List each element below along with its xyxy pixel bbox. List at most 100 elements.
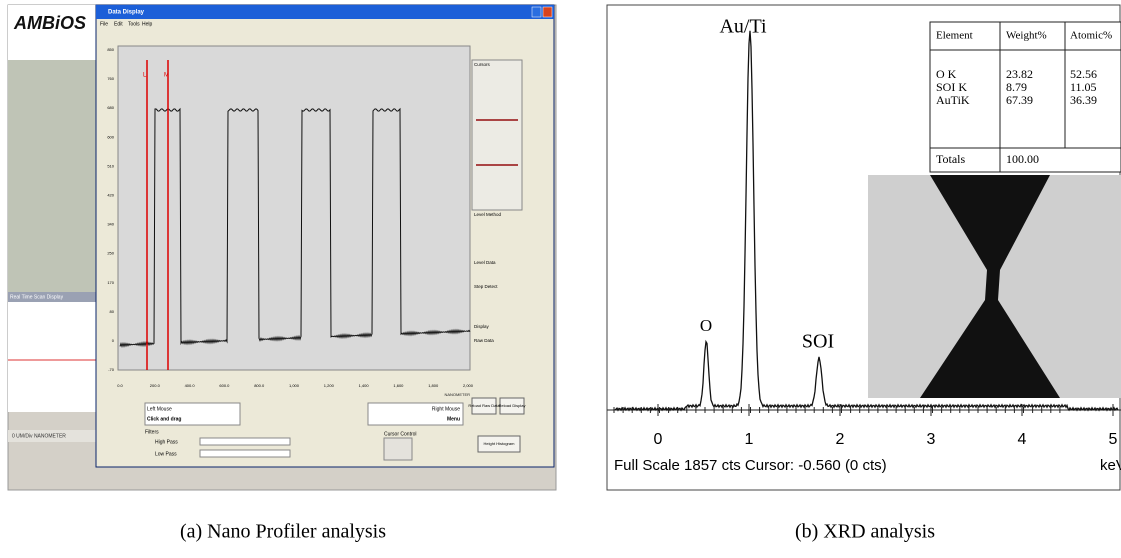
y-tick-label: 0 xyxy=(112,338,115,343)
button-label: Height Histogram xyxy=(484,441,516,446)
menu-bar: File Edit Tools Help xyxy=(100,21,153,27)
table-cell: O K xyxy=(936,67,957,81)
high-pass: High Pass xyxy=(155,439,178,445)
title-bar xyxy=(96,5,554,19)
low-pass: Low Pass xyxy=(155,451,177,457)
button-label: Reload Raw Data xyxy=(468,403,500,408)
table-total: Totals xyxy=(936,152,965,166)
x-tick-label: 1,800 xyxy=(428,383,439,388)
mouse-left: Left Mouse xyxy=(147,406,172,412)
menu-item: Edit xyxy=(114,21,123,27)
right-mouse-box xyxy=(367,402,464,426)
cursor-label: M xyxy=(164,73,169,79)
plot-area xyxy=(117,45,471,371)
logo-box xyxy=(8,5,96,60)
x-tick-label: 800.0 xyxy=(254,383,265,388)
sidebar-label: Cursors xyxy=(474,62,491,67)
cursor-label: L xyxy=(143,73,147,79)
sidebar-label: Level Data xyxy=(474,260,496,265)
x-tick-label: 1,200 xyxy=(324,383,335,388)
x-tick-label: 1,400 xyxy=(359,383,370,388)
menu-item: File xyxy=(100,21,108,27)
micrograph-dark xyxy=(920,175,1060,398)
x-tick-label: 200.0 xyxy=(150,383,161,388)
x-tick-label: 3 xyxy=(927,431,936,448)
cursor-control: Cursor Control xyxy=(384,431,417,437)
cursor-panel xyxy=(471,59,523,211)
sidebar-label: Display xyxy=(474,324,490,329)
x-tick-label: 600.0 xyxy=(219,383,230,388)
mouse-left-action: Click and drag xyxy=(147,416,181,422)
button[interactable] xyxy=(499,397,525,415)
units: NANOMETER xyxy=(444,392,470,397)
filters: Filters xyxy=(145,429,159,435)
x-tick-label: 400.0 xyxy=(185,383,196,388)
x-ticks: 0 1 2 3 4 5 xyxy=(613,404,1118,448)
result-table xyxy=(929,21,1121,173)
y-tick-label: 420 xyxy=(107,193,114,198)
table-total: 100.00 xyxy=(1006,152,1039,166)
sidebar-label: Level Method xyxy=(474,212,502,217)
table-cell: 36.39 xyxy=(1070,93,1097,107)
y-tick-label: 80 xyxy=(110,309,115,314)
button[interactable] xyxy=(471,397,497,415)
slider[interactable] xyxy=(199,449,291,458)
mouse-right-action: Menu xyxy=(447,416,460,422)
y-tick-label: 680 xyxy=(107,105,114,110)
y-tick-label: 600 xyxy=(107,134,114,139)
table-header: Weight% xyxy=(1006,30,1047,42)
y-tick-label: 510 xyxy=(107,163,114,168)
caption: (a) Nano Profiler analysis xyxy=(180,521,386,543)
label-bar xyxy=(8,292,96,302)
slider[interactable] xyxy=(199,437,291,446)
left-mouse-box xyxy=(144,402,241,426)
x-tick-label: 5 xyxy=(1109,431,1118,448)
button-label: Reload Display xyxy=(499,403,526,408)
x-tick-label: 2 xyxy=(836,431,845,448)
x-tick-label: 2,000 xyxy=(463,383,474,388)
mouse-right: Right Mouse xyxy=(432,406,460,412)
x-tick-label: 0 xyxy=(654,431,663,448)
x-tick-label: 0.0 xyxy=(117,383,123,388)
left-label: Real Time Scan Display xyxy=(10,294,64,300)
table-cell: AuTiK xyxy=(936,93,970,107)
y-tick-label: 170 xyxy=(107,280,114,285)
y-tick-label: 850 xyxy=(107,47,114,52)
table-cell: 52.56 xyxy=(1070,67,1097,81)
y-tick-label: 760 xyxy=(107,76,114,81)
table-cell: SOI K xyxy=(936,80,967,94)
table-cell: 67.39 xyxy=(1006,93,1033,107)
menu-item: Tools xyxy=(128,21,140,27)
status-bar xyxy=(8,430,96,442)
arrow-pad[interactable] xyxy=(383,437,413,461)
status: 0 UM/Div NANOMETER xyxy=(12,433,66,439)
peak-label: Au/Ti xyxy=(719,16,767,38)
x-tick-label: 1,000 xyxy=(289,383,300,388)
table-text: Element Weight% Atomic% O K 23.82 52.56 SOI K 8… xyxy=(936,30,1112,166)
scan-view xyxy=(8,60,96,292)
caption: (b) XRD analysis xyxy=(795,521,935,543)
min-button[interactable] xyxy=(531,6,542,18)
y-tick-label: 250 xyxy=(107,251,114,256)
x-tick-label: 4 xyxy=(1018,431,1027,448)
logo: AMBiOS xyxy=(13,13,86,33)
table-cell: 23.82 xyxy=(1006,67,1033,81)
sidebar-label: Step Detect xyxy=(474,284,498,289)
y-tick-label: -70 xyxy=(108,367,115,372)
unit: keV xyxy=(1100,457,1121,474)
spectrum xyxy=(614,30,1119,412)
button[interactable] xyxy=(477,435,521,453)
peak-label: SOI xyxy=(802,331,834,353)
left-panel xyxy=(8,302,96,412)
x-tick-label: 1 xyxy=(745,431,754,448)
close-button[interactable] xyxy=(542,6,553,18)
sidebar: Cursors Level Method Level Data Step Detect… xyxy=(474,62,502,343)
peak-label: O xyxy=(700,316,712,335)
table-cell: 8.79 xyxy=(1006,80,1027,94)
table-header: Element xyxy=(936,30,973,42)
x-tick-label: 1,600 xyxy=(393,383,404,388)
menu-item: Help xyxy=(142,21,153,27)
